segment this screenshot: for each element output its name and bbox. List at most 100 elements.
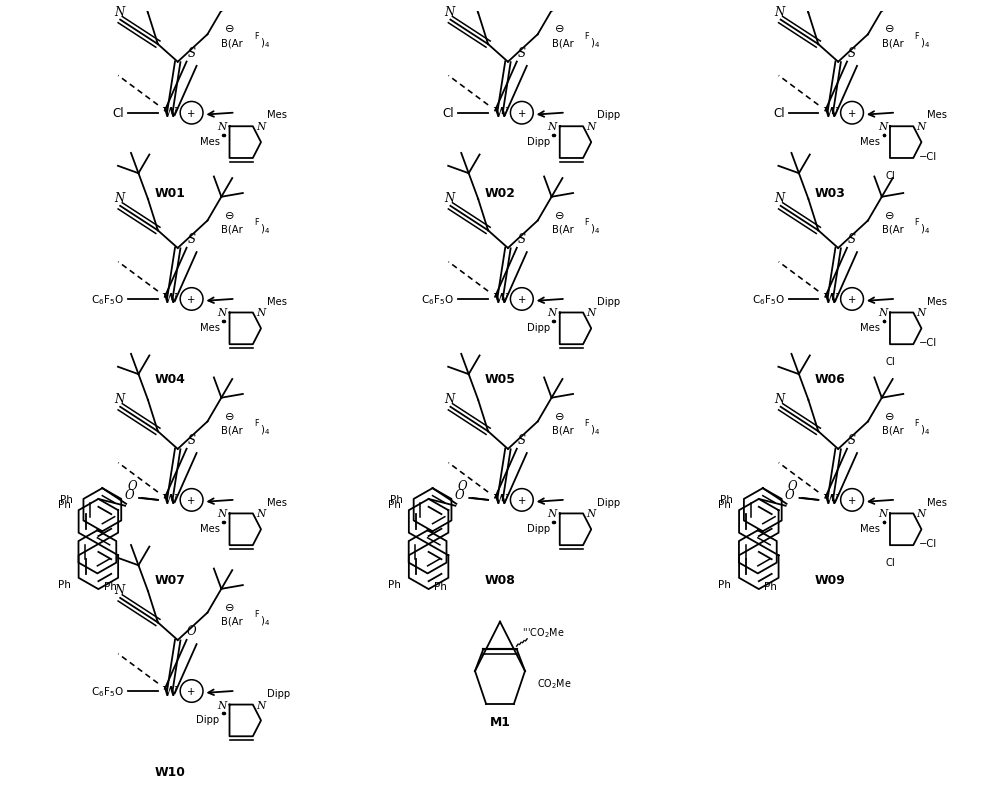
Text: W07: W07 xyxy=(154,573,185,587)
Text: N: N xyxy=(114,192,124,205)
Text: N: N xyxy=(256,699,265,710)
Text: Mes: Mes xyxy=(860,137,880,147)
Text: O: O xyxy=(127,479,137,492)
Text: +: + xyxy=(848,295,856,304)
Text: B(Ar: B(Ar xyxy=(221,224,243,234)
Text: Ph: Ph xyxy=(388,499,401,509)
Text: +: + xyxy=(187,495,196,505)
Text: O: O xyxy=(788,479,797,492)
Text: ⊖: ⊖ xyxy=(555,210,564,220)
Text: Dipp: Dipp xyxy=(527,137,550,147)
Text: C$_6$F$_5$O: C$_6$F$_5$O xyxy=(91,684,124,698)
Text: W: W xyxy=(162,293,177,306)
Text: Ph: Ph xyxy=(390,495,403,504)
Text: ⊖: ⊖ xyxy=(555,411,564,421)
Text: W: W xyxy=(493,107,507,120)
Text: S: S xyxy=(848,233,856,246)
Text: ⊖: ⊖ xyxy=(885,210,894,220)
Text: N: N xyxy=(916,122,926,132)
Text: N: N xyxy=(217,509,227,519)
Text: B(Ar: B(Ar xyxy=(882,224,904,234)
Text: Dipp: Dipp xyxy=(597,296,620,307)
Text: F: F xyxy=(254,418,258,427)
Text: )$_4$: )$_4$ xyxy=(920,423,930,437)
Text: N: N xyxy=(916,509,926,519)
Text: N: N xyxy=(586,308,595,318)
Text: Ph: Ph xyxy=(718,499,731,509)
Text: Ph: Ph xyxy=(764,581,777,592)
Text: O: O xyxy=(455,488,464,501)
Text: N: N xyxy=(217,308,227,318)
Text: B(Ar: B(Ar xyxy=(221,616,243,626)
Text: Cl: Cl xyxy=(885,170,895,181)
Text: Mes: Mes xyxy=(860,323,880,332)
Text: −Cl: −Cl xyxy=(919,338,937,348)
Text: W06: W06 xyxy=(815,373,846,386)
Text: S: S xyxy=(518,434,526,446)
Text: )$_4$: )$_4$ xyxy=(260,36,270,50)
Text: W: W xyxy=(162,107,177,120)
Text: +: + xyxy=(518,495,526,505)
Text: ⊖: ⊖ xyxy=(225,24,234,35)
Text: N: N xyxy=(775,393,785,406)
Text: B(Ar: B(Ar xyxy=(882,425,904,434)
Text: W: W xyxy=(162,494,177,507)
Text: Ph: Ph xyxy=(388,580,401,589)
Text: Cl: Cl xyxy=(773,107,785,120)
Text: W: W xyxy=(823,293,838,306)
Text: Ph: Ph xyxy=(434,581,447,592)
Text: Cl: Cl xyxy=(443,107,454,120)
Text: B(Ar: B(Ar xyxy=(552,38,573,48)
Text: Mes: Mes xyxy=(200,323,220,332)
Text: )$_4$: )$_4$ xyxy=(590,222,600,236)
Text: )$_4$: )$_4$ xyxy=(920,222,930,236)
Text: B(Ar: B(Ar xyxy=(221,38,243,48)
Text: +: + xyxy=(518,108,526,119)
Text: Cl: Cl xyxy=(113,107,124,120)
Text: W: W xyxy=(493,494,507,507)
Text: Ph: Ph xyxy=(720,495,733,504)
Text: F: F xyxy=(254,32,258,41)
Text: W02: W02 xyxy=(485,187,515,200)
Text: Dipp: Dipp xyxy=(196,715,220,724)
Text: )$_4$: )$_4$ xyxy=(590,423,600,437)
Text: F: F xyxy=(914,418,919,427)
Text: Dipp: Dipp xyxy=(597,497,620,507)
Text: F: F xyxy=(914,218,919,226)
Text: F: F xyxy=(254,218,258,226)
Text: W05: W05 xyxy=(485,373,515,386)
Text: O: O xyxy=(458,479,467,492)
Text: B(Ar: B(Ar xyxy=(221,425,243,434)
Text: N: N xyxy=(114,393,124,406)
Text: N: N xyxy=(256,308,265,318)
Text: O: O xyxy=(124,488,134,501)
Text: )$_4$: )$_4$ xyxy=(260,423,270,437)
Text: ⊖: ⊖ xyxy=(555,24,564,35)
Text: N: N xyxy=(775,192,785,205)
Text: F: F xyxy=(254,609,258,618)
Text: N: N xyxy=(878,509,887,519)
Text: W: W xyxy=(823,494,838,507)
Text: S: S xyxy=(188,434,196,446)
Text: )$_4$: )$_4$ xyxy=(920,36,930,50)
Text: N: N xyxy=(548,509,557,519)
Text: +: + xyxy=(187,108,196,119)
Text: W03: W03 xyxy=(815,187,846,200)
Text: ⊖: ⊖ xyxy=(225,210,234,220)
Text: Mes: Mes xyxy=(927,296,947,307)
Text: N: N xyxy=(548,308,557,318)
Text: S: S xyxy=(188,233,196,246)
Text: N: N xyxy=(916,308,926,318)
Text: S: S xyxy=(848,47,856,59)
Text: +: + xyxy=(187,686,196,696)
Text: Dipp: Dipp xyxy=(527,524,550,533)
Text: Ph: Ph xyxy=(58,499,71,509)
Text: +: + xyxy=(848,108,856,119)
Text: Mes: Mes xyxy=(267,296,287,307)
Text: C$_6$F$_5$O: C$_6$F$_5$O xyxy=(91,292,124,307)
Text: C$_6$F$_5$O: C$_6$F$_5$O xyxy=(752,292,785,307)
Text: O: O xyxy=(187,624,196,638)
Text: W08: W08 xyxy=(485,573,515,587)
Text: N: N xyxy=(114,6,124,18)
Text: +: + xyxy=(187,295,196,304)
